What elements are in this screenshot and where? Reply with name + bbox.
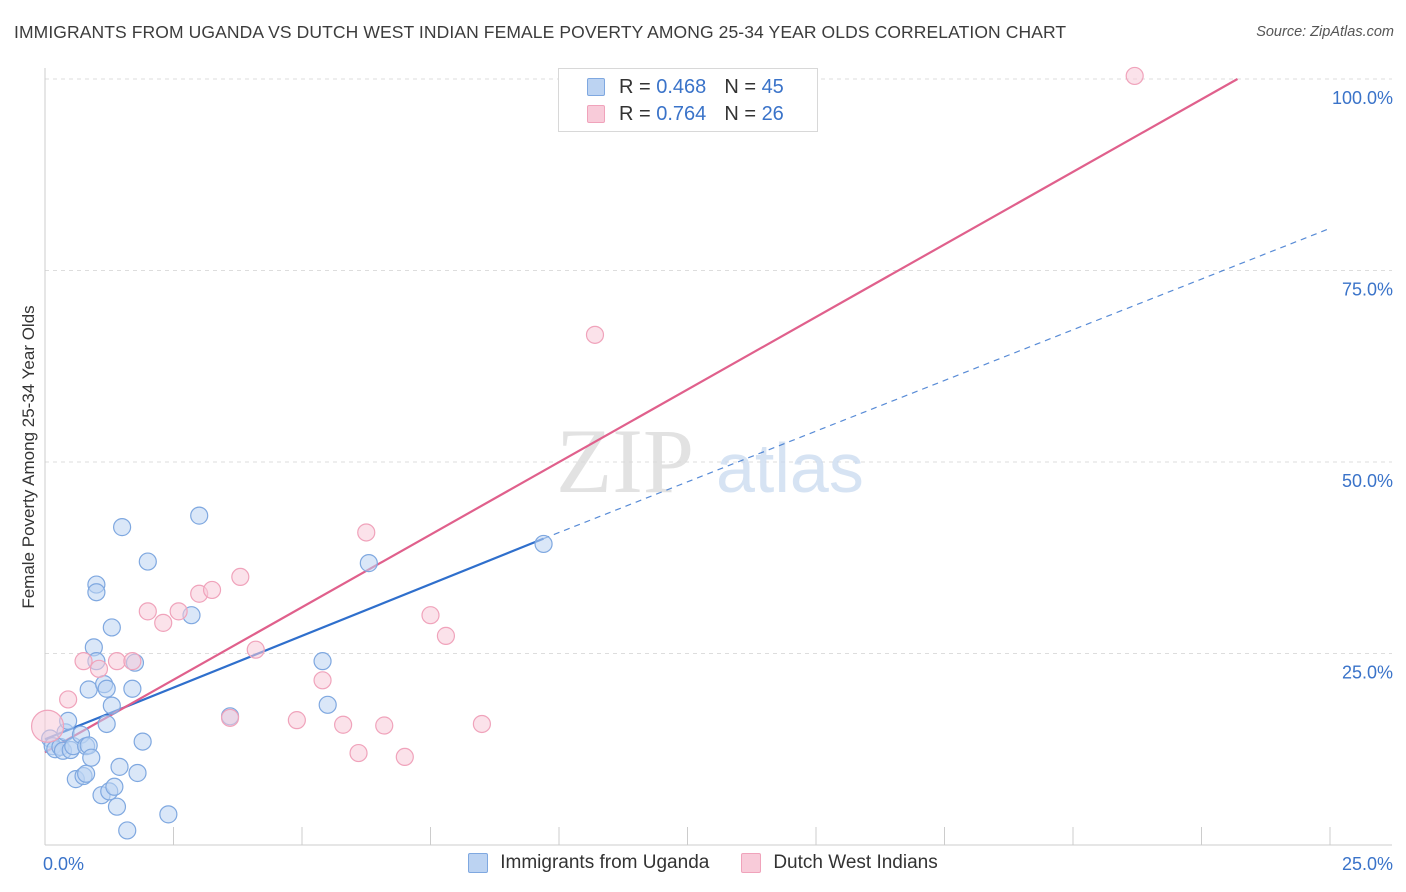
x-tick-label-min: 0.0%: [43, 854, 84, 874]
point-uganda-45: [534, 534, 553, 554]
point-uganda-36: [133, 732, 152, 751]
point-uganda-24: [97, 679, 116, 698]
y-tick-label-50: 50.0%: [1342, 471, 1393, 491]
point-uganda-40: [190, 506, 209, 525]
point-uganda-32: [118, 821, 137, 840]
point-dutch-1: [59, 690, 78, 709]
point-dutch-16: [334, 715, 353, 734]
point-uganda-29: [107, 797, 127, 816]
point-dutch-13: [246, 640, 265, 659]
dutch-r-label: R =: [619, 102, 651, 125]
uganda-legend-label: Immigrants from Uganda: [500, 852, 710, 873]
uganda-r-value: 0.468: [656, 75, 707, 98]
point-dutch-12: [231, 567, 250, 587]
point-dutch-17: [349, 743, 368, 763]
point-uganda-30: [110, 757, 129, 776]
point-dutch-20: [395, 747, 414, 767]
point-dutch-18: [357, 523, 376, 542]
point-dutch-0: [30, 709, 65, 743]
tick-labels: 25.0% 50.0% 75.0% 100.0% 0.0% 25.0%: [43, 88, 1393, 874]
point-uganda-16: [82, 748, 101, 767]
stats-legend: R = 0.468 N = 45 R = 0.764 N = 26: [558, 68, 818, 132]
point-uganda-23: [97, 714, 116, 734]
y-tick-label-100: 100.0%: [1332, 88, 1393, 108]
point-dutch-21: [421, 606, 440, 625]
dutch-legend-label: Dutch West Indians: [773, 852, 938, 873]
dutch-n-label: N =: [724, 102, 756, 125]
point-dutch-5: [123, 652, 142, 671]
point-dutch-7: [154, 613, 173, 632]
uganda-swatch: [587, 78, 605, 96]
point-dutch-3: [89, 659, 109, 678]
source-label: Source: ZipAtlas.com: [1256, 24, 1394, 40]
point-uganda-31: [112, 518, 132, 537]
dutch-legend-swatch: [741, 853, 762, 873]
legend-item-dutch[interactable]: Dutch West Indians: [741, 852, 938, 874]
dutch-swatch: [587, 105, 605, 123]
point-dutch-19: [375, 716, 394, 735]
point-uganda-28: [105, 777, 124, 796]
point-uganda-20: [87, 583, 106, 602]
legend-item-uganda[interactable]: Immigrants from Uganda: [468, 852, 709, 874]
point-dutch-25: [1125, 66, 1144, 86]
point-uganda-13: [79, 680, 98, 699]
data-points: [30, 66, 1144, 840]
point-dutch-24: [585, 325, 605, 344]
point-uganda-27: [102, 618, 121, 637]
uganda-n-label: N =: [724, 75, 756, 98]
chart-title: IMMIGRANTS FROM UGANDA VS DUTCH WEST IND…: [14, 22, 1067, 42]
grid-lines: [45, 78, 1392, 654]
point-uganda-44: [359, 554, 378, 573]
point-dutch-15: [313, 671, 332, 690]
y-axis-label: Female Poverty Among 25-34 Year Olds: [19, 305, 38, 608]
point-uganda-35: [128, 763, 147, 783]
legend-row-uganda: R = 0.468 N = 45: [587, 74, 784, 100]
uganda-legend-swatch: [468, 853, 489, 873]
point-dutch-10: [202, 580, 222, 600]
series-legend: Immigrants from Uganda Dutch West Indian…: [0, 852, 1406, 874]
point-uganda-37: [138, 552, 157, 571]
trend-line-1: [44, 78, 1239, 754]
point-dutch-8: [169, 602, 188, 621]
point-uganda-26: [102, 696, 121, 715]
point-uganda-43: [318, 695, 337, 714]
y-tick-label-75: 75.0%: [1342, 280, 1393, 300]
uganda-n-value: 45: [761, 75, 784, 98]
x-tick-label-max: 25.0%: [1342, 854, 1393, 874]
point-dutch-4: [107, 652, 127, 671]
watermark-zip: ZIP: [556, 410, 694, 512]
point-dutch-11: [220, 708, 240, 727]
point-uganda-33: [123, 679, 142, 698]
point-dutch-14: [287, 711, 306, 730]
uganda-r-label: R =: [619, 75, 651, 98]
watermark-atlas: atlas: [716, 429, 864, 507]
point-dutch-2: [74, 652, 93, 671]
point-uganda-38: [159, 805, 178, 824]
y-tick-label-25: 25.0%: [1342, 663, 1393, 683]
point-uganda-42: [313, 652, 332, 671]
legend-row-dutch: R = 0.764 N = 26: [587, 101, 784, 127]
trend-lines: [44, 78, 1331, 754]
trend-extension-0: [543, 227, 1331, 540]
point-dutch-6: [138, 602, 157, 621]
point-dutch-23: [472, 714, 491, 734]
dutch-n-value: 26: [761, 102, 784, 125]
dutch-r-value: 0.764: [656, 102, 707, 125]
point-dutch-22: [436, 626, 456, 645]
point-uganda-12: [77, 764, 96, 783]
